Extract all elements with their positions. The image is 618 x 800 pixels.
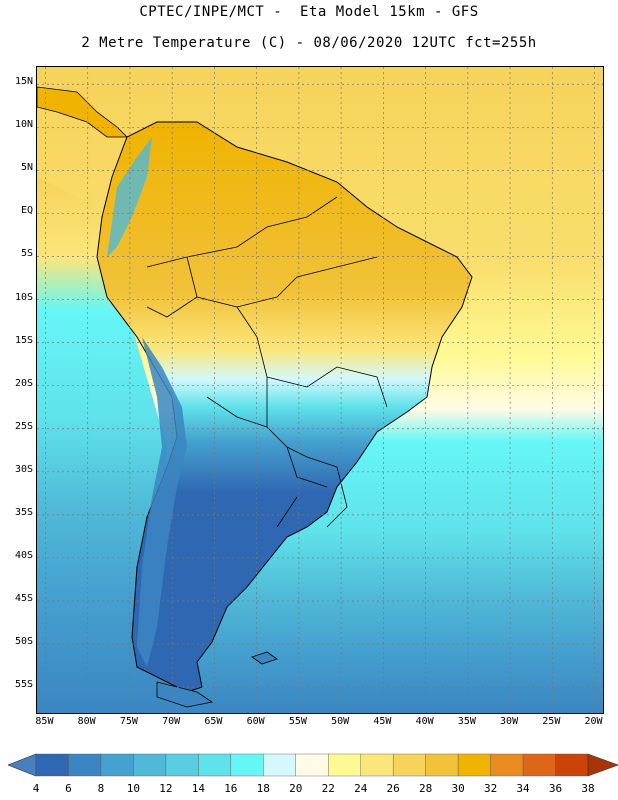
colorbar-level-label: 32 bbox=[483, 782, 498, 795]
lon-tick-label: 50W bbox=[331, 716, 350, 727]
colorbar-level-label: 38 bbox=[581, 782, 595, 795]
lon-tick-label: 35W bbox=[457, 716, 476, 727]
colorbar-arrow-right bbox=[587, 753, 618, 777]
colorbar-segment bbox=[425, 753, 459, 777]
colorbar-segment bbox=[457, 753, 491, 777]
lon-tick-label: 80W bbox=[77, 716, 96, 727]
lat-tick-label: 45S bbox=[14, 593, 33, 605]
colorbar-segment bbox=[133, 753, 167, 777]
andes-south bbox=[137, 337, 187, 667]
colorbar-segment bbox=[328, 753, 361, 777]
lat-tick-label: 30S bbox=[14, 463, 33, 475]
colorbar-segment bbox=[295, 753, 329, 777]
colorbar-segment bbox=[555, 753, 589, 777]
colorbar-level-label: 16 bbox=[224, 782, 238, 795]
country-borders bbox=[146, 196, 388, 528]
colorbar-level-label: 20 bbox=[289, 782, 303, 795]
lat-tick-label: 10S bbox=[14, 291, 33, 303]
colorbar-level-label: 36 bbox=[548, 782, 563, 795]
central-america bbox=[37, 86, 128, 138]
colorbar-level-label: 18 bbox=[256, 782, 270, 795]
lat-tick-label: 35S bbox=[14, 506, 33, 518]
colorbar-segment bbox=[522, 753, 556, 777]
lon-tick-label: 20W bbox=[584, 716, 603, 727]
colorbar-segment bbox=[165, 753, 199, 777]
chart-title-line1: CPTEC/INPE/MCT - Eta Model 15km - GFS bbox=[139, 4, 479, 20]
colorbar-level-label: 28 bbox=[419, 782, 433, 795]
lon-tick-label: 40W bbox=[415, 716, 434, 727]
lon-tick-label: 65W bbox=[204, 716, 223, 727]
lon-tick-label: 70W bbox=[162, 716, 181, 727]
graticule bbox=[37, 67, 603, 713]
lat-tick-label: 25S bbox=[14, 420, 33, 432]
colorbar-level-label: 4 bbox=[32, 782, 40, 795]
colorbar-level-label: 22 bbox=[321, 782, 335, 795]
colorbar-segment bbox=[392, 753, 426, 777]
colorbar-level-label: 8 bbox=[97, 782, 105, 795]
colorbar-segment bbox=[360, 753, 394, 777]
map-canvas bbox=[37, 67, 603, 713]
temperature-map bbox=[36, 66, 604, 714]
colorbar-segment bbox=[68, 753, 102, 777]
colorbar-arrow-left bbox=[8, 753, 37, 777]
lat-tick-label: 55S bbox=[14, 679, 33, 691]
colorbar bbox=[8, 753, 618, 777]
lat-tick-label: 10N bbox=[14, 119, 33, 131]
colorbar-segment bbox=[35, 753, 69, 777]
colorbar-level-label: 14 bbox=[191, 782, 205, 795]
colorbar-segment bbox=[230, 753, 264, 777]
lon-tick-label: 85W bbox=[35, 716, 54, 727]
lon-tick-label: 60W bbox=[246, 716, 265, 727]
colorbar-level-label: 24 bbox=[354, 782, 368, 795]
colorbar-segment bbox=[100, 753, 134, 777]
lon-tick-label: 75W bbox=[119, 716, 138, 727]
lat-tick-label: 40S bbox=[14, 549, 33, 561]
lon-tick-label: 45W bbox=[373, 716, 392, 727]
lon-tick-label: 25W bbox=[542, 716, 561, 727]
colorbar-level-label: 34 bbox=[516, 782, 530, 795]
andes-north bbox=[107, 137, 152, 257]
colorbar-level-label: 6 bbox=[65, 782, 72, 795]
lat-tick-label: 15S bbox=[14, 334, 33, 346]
colorbar-segment bbox=[263, 753, 296, 777]
colorbar-level-label: 10 bbox=[126, 782, 141, 795]
lat-tick-label: 5N bbox=[20, 162, 33, 174]
lat-tick-label: 20S bbox=[14, 377, 33, 389]
colorbar-level-label: 12 bbox=[159, 782, 173, 795]
colorbar-level-label: 26 bbox=[386, 782, 400, 795]
colorbar-segment bbox=[198, 753, 232, 777]
falkland-islands bbox=[251, 651, 278, 665]
lon-tick-label: 55W bbox=[288, 716, 307, 727]
colorbar-level-label: 30 bbox=[451, 782, 465, 795]
chart-title-line2: 2 Metre Temperature (C) - 08/06/2020 12U… bbox=[81, 35, 537, 51]
lat-tick-label: 15N bbox=[14, 76, 33, 88]
colorbar-segment bbox=[490, 753, 524, 777]
lat-tick-label: 50S bbox=[14, 636, 33, 648]
lat-tick-label: 5S bbox=[20, 248, 33, 260]
tierra-del-fuego bbox=[156, 681, 214, 708]
pacific-ocean bbox=[37, 177, 167, 713]
lon-tick-label: 30W bbox=[500, 716, 519, 727]
lat-tick-label: EQ bbox=[20, 205, 33, 217]
